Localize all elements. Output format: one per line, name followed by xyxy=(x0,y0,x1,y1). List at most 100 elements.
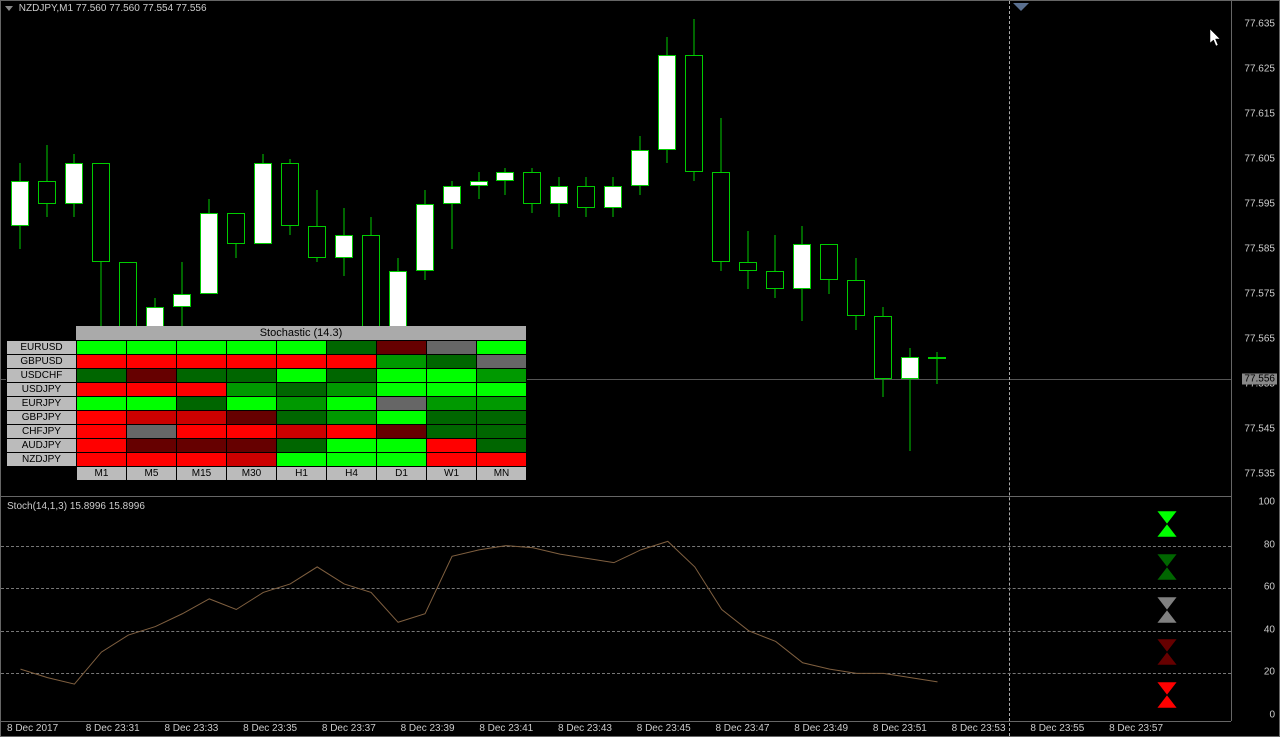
time-tick: 8 Dec 23:43 xyxy=(558,723,612,734)
time-tick: 8 Dec 23:39 xyxy=(401,723,455,734)
heatmap-cell xyxy=(427,411,477,425)
heatmap-cell xyxy=(227,383,277,397)
stochastic-heatmap: Stochastic (14.3) EURUSDGBPUSDUSDCHFUSDJ… xyxy=(6,326,527,481)
heatmap-cell xyxy=(77,453,127,467)
time-tick: 8 Dec 23:57 xyxy=(1109,723,1163,734)
heatmap-cell xyxy=(177,439,227,453)
heatmap-cell xyxy=(227,439,277,453)
time-tick: 8 Dec 23:47 xyxy=(715,723,769,734)
time-tick: 8 Dec 23:33 xyxy=(164,723,218,734)
heatmap-cell xyxy=(327,383,377,397)
heatmap-cell xyxy=(177,397,227,411)
heatmap-cell xyxy=(127,425,177,439)
price-tick: 77.605 xyxy=(1244,153,1275,164)
time-tick: 8 Dec 2017 xyxy=(7,723,58,734)
heatmap-cell xyxy=(177,355,227,369)
heatmap-cell xyxy=(177,369,227,383)
indicator-tick: 0 xyxy=(1269,710,1275,721)
indicator-tick: 20 xyxy=(1264,667,1275,678)
heatmap-cell xyxy=(477,383,527,397)
dropdown-icon[interactable] xyxy=(5,6,13,11)
price-tick: 77.635 xyxy=(1244,18,1275,29)
timeframe-label: H1 xyxy=(277,467,327,481)
indicator-tick: 60 xyxy=(1264,582,1275,593)
heatmap-cell xyxy=(77,383,127,397)
heatmap-cell xyxy=(377,341,427,355)
time-tick: 8 Dec 23:31 xyxy=(86,723,140,734)
heatmap-cell xyxy=(327,341,377,355)
price-tick: 77.625 xyxy=(1244,63,1275,74)
heatmap-cell xyxy=(127,355,177,369)
pair-label: GBPJPY xyxy=(7,411,77,425)
pair-label: AUDJPY xyxy=(7,439,77,453)
heatmap-cell xyxy=(177,411,227,425)
chart-title: NZDJPY,M1 77.560 77.560 77.554 77.556 xyxy=(5,3,207,14)
timeframe-label: H4 xyxy=(327,467,377,481)
price-tick: 77.595 xyxy=(1244,198,1275,209)
heatmap-cell xyxy=(327,453,377,467)
hourglass-icon xyxy=(1155,681,1179,709)
heatmap-cell xyxy=(177,383,227,397)
heatmap-cell xyxy=(77,397,127,411)
hourglass-icon xyxy=(1155,638,1179,666)
timeframe-label: W1 xyxy=(427,467,477,481)
heatmap-cell xyxy=(127,411,177,425)
candle xyxy=(897,1,923,496)
ohlc-label: 77.560 77.560 77.554 77.556 xyxy=(76,3,207,14)
candle xyxy=(735,1,761,496)
pair-label: USDJPY xyxy=(7,383,77,397)
price-axis: 77.53577.54577.55577.56577.57577.58577.5… xyxy=(1231,1,1279,496)
heatmap-cell xyxy=(427,355,477,369)
heatmap-cell xyxy=(327,439,377,453)
heatmap-cell xyxy=(277,411,327,425)
candle xyxy=(600,1,626,496)
heatmap-cell xyxy=(477,397,527,411)
price-tick: 77.575 xyxy=(1244,288,1275,299)
heatmap-cell xyxy=(127,383,177,397)
heatmap-cell xyxy=(227,411,277,425)
heatmap-cell xyxy=(277,397,327,411)
stochastic-panel[interactable]: Stoch(14,1,3) 15.8996 15.8996 xyxy=(1,496,1231,721)
hourglass-icon xyxy=(1155,510,1179,538)
candle xyxy=(654,1,680,496)
heatmap-cell xyxy=(377,453,427,467)
top-dropdown-icon[interactable] xyxy=(1013,3,1029,11)
candle xyxy=(627,1,653,496)
heatmap-cell xyxy=(177,341,227,355)
cursor-icon xyxy=(1210,29,1224,52)
timeframe-label: M15 xyxy=(177,467,227,481)
hourglass-icon xyxy=(1155,596,1179,624)
time-tick: 8 Dec 23:37 xyxy=(322,723,376,734)
candle xyxy=(789,1,815,496)
heatmap-cell xyxy=(427,453,477,467)
indicator-tick: 100 xyxy=(1258,497,1275,508)
heatmap-cell xyxy=(227,355,277,369)
heatmap-cell xyxy=(327,397,377,411)
candle xyxy=(762,1,788,496)
heatmap-cell xyxy=(377,397,427,411)
heatmap-cell xyxy=(477,425,527,439)
symbol-label: NZDJPY,M1 xyxy=(19,3,73,14)
heatmap-cell xyxy=(427,341,477,355)
chart-window: NZDJPY,M1 77.560 77.560 77.554 77.556 77… xyxy=(0,0,1280,737)
heatmap-cell xyxy=(277,341,327,355)
heatmap-cell xyxy=(127,453,177,467)
heatmap-cell xyxy=(77,411,127,425)
time-tick: 8 Dec 23:49 xyxy=(794,723,848,734)
heatmap-cell xyxy=(427,383,477,397)
heatmap-cell xyxy=(427,369,477,383)
heatmap-cell xyxy=(77,425,127,439)
heatmap-cell xyxy=(327,369,377,383)
heatmap-cell xyxy=(477,411,527,425)
heatmap-cell xyxy=(127,341,177,355)
heatmap-cell xyxy=(227,369,277,383)
time-tick: 8 Dec 23:41 xyxy=(479,723,533,734)
time-tick: 8 Dec 23:45 xyxy=(637,723,691,734)
heatmap-cell xyxy=(227,453,277,467)
heatmap-cell xyxy=(377,369,427,383)
candle xyxy=(816,1,842,496)
heatmap-cell xyxy=(177,425,227,439)
heatmap-cell xyxy=(227,425,277,439)
heatmap-cell xyxy=(227,397,277,411)
time-tick: 8 Dec 23:35 xyxy=(243,723,297,734)
